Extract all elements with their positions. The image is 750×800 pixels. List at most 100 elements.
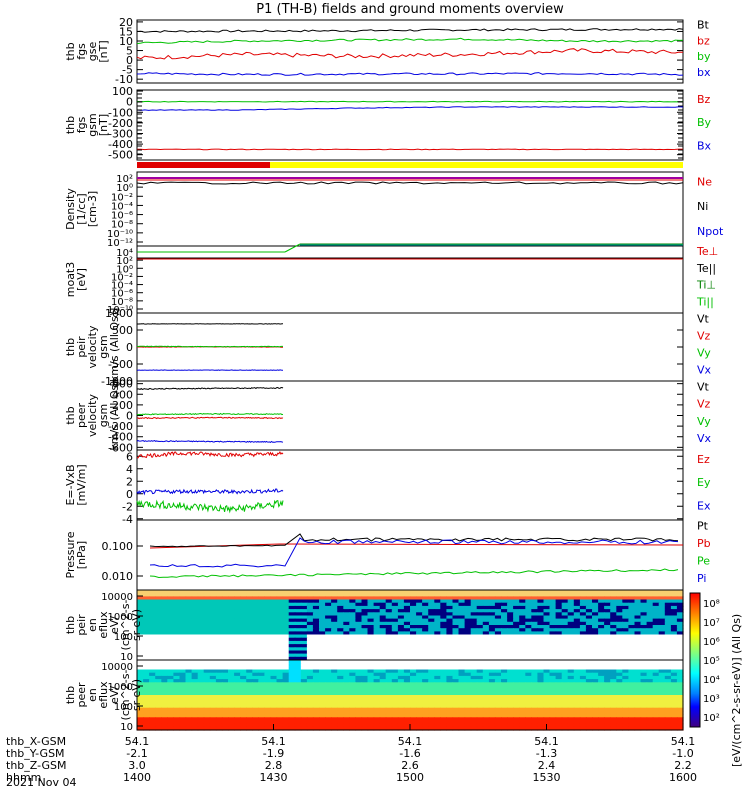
spectrogram-cell (288, 631, 296, 636)
spectrogram-cell (531, 593, 538, 597)
spectrogram-cell (294, 656, 302, 661)
spectrogram-cell (179, 682, 187, 687)
spectrogram-cell (373, 695, 381, 699)
spectrogram-cell (221, 653, 229, 658)
spectrogram-cell (294, 701, 302, 706)
spectrogram-cell (446, 656, 454, 661)
spectrogram-cell (300, 631, 308, 636)
spectrogram-cell (470, 631, 478, 636)
spectrogram-cell (306, 685, 314, 690)
spectrogram-cell (482, 666, 490, 671)
spectrogram-cell (197, 599, 205, 604)
spectrogram-cell (143, 644, 150, 648)
spectrogram-cell (573, 723, 581, 728)
spectrogram-cell (246, 593, 253, 597)
spectrogram-cell (422, 723, 429, 728)
spectrogram-cell (221, 691, 229, 696)
spectrogram-cell (161, 612, 168, 617)
spectrogram-cell (519, 698, 526, 702)
spectrogram-cell (234, 698, 241, 702)
spectrogram-cell (670, 653, 678, 658)
y-tick-label: 15 (119, 25, 133, 38)
spectrogram-cell (422, 615, 429, 620)
spectrogram-cell (137, 672, 144, 677)
spectrogram-cell (494, 685, 502, 690)
spectrogram-cell (664, 628, 672, 632)
spectrogram-cell (519, 605, 526, 610)
spectrogram-cell (592, 650, 599, 655)
spectrogram-cell (664, 669, 672, 674)
spectrogram-cell (488, 625, 496, 629)
spectrogram-cell (143, 631, 150, 636)
spectrogram-cell (592, 612, 599, 617)
spectrogram-cell (167, 707, 174, 712)
spectrogram-cell (676, 653, 684, 658)
spectrogram-cell (143, 599, 150, 604)
spectrogram-cell (143, 618, 150, 623)
spectrogram-cell (179, 679, 187, 683)
spectrogram-cell (173, 723, 181, 728)
spectrogram-cell (428, 698, 435, 702)
spectrogram-cell (434, 714, 441, 718)
spectrogram-cell (561, 663, 569, 667)
spectrogram-cell (646, 660, 654, 664)
spectrogram-cell (234, 599, 241, 604)
spectrogram-cell (531, 688, 538, 693)
y-axis-label-line: thb (64, 338, 77, 356)
spectrogram-cell (319, 602, 326, 607)
spectrogram-cell (325, 599, 332, 604)
spectrogram-cell (634, 714, 642, 718)
spectrogram-cell (640, 688, 648, 693)
spectrogram-cell (513, 628, 520, 632)
spectrogram-cell (215, 609, 223, 613)
spectrogram-cell (513, 599, 520, 604)
spectrogram-cell (325, 631, 332, 636)
y-tick-label: 10⁻⁶ (111, 289, 133, 300)
spectrogram-cell (209, 590, 217, 594)
spectrogram-cell (331, 675, 338, 680)
spectrogram-cell (482, 704, 490, 709)
spectrogram-cell (403, 695, 411, 699)
spectrogram-cell (585, 663, 593, 667)
spectrogram-cell (282, 612, 290, 617)
spectrogram-cell (300, 650, 308, 655)
spectrogram-cell (306, 602, 314, 607)
spectrogram-cell (446, 618, 454, 623)
spectrogram-cell (385, 647, 393, 652)
spectrogram-cell (276, 653, 284, 658)
spectrogram-cell (397, 650, 405, 655)
spectrogram-cell (579, 660, 587, 664)
spectrogram-cell (610, 640, 617, 645)
spectrogram-cell (525, 688, 532, 693)
spectrogram-cell (531, 640, 538, 645)
spectrogram-cell (640, 682, 648, 687)
spectrogram-cell (276, 679, 284, 683)
spectrogram-cell (221, 695, 229, 699)
spectrogram-cell (319, 669, 326, 674)
spectrogram-cell (410, 618, 417, 623)
spectrogram-cell (161, 707, 168, 712)
spectrogram-cell (652, 605, 660, 610)
spectrogram-cell (664, 612, 672, 617)
spectrogram-cell (610, 634, 617, 639)
spectrogram-cell (282, 695, 290, 699)
spectrogram-cell (300, 701, 308, 706)
spectrogram-cell (592, 647, 599, 652)
spectrogram-cell (306, 596, 314, 601)
spectrogram-cell (452, 650, 460, 655)
spectrogram-cell (191, 726, 199, 731)
spectrogram-cell (537, 615, 545, 620)
series-Bt-line (136, 28, 684, 33)
spectrogram-cell (373, 640, 381, 645)
spectrogram-cell (343, 679, 350, 683)
spectrogram-cell (252, 723, 259, 728)
spectrogram-cell (270, 644, 278, 648)
spectrogram-cell (592, 602, 599, 607)
spectrogram-cell (385, 663, 393, 667)
legend-entry: Vz (697, 398, 711, 411)
spectrogram-cell (664, 672, 672, 677)
spectrogram-cell (410, 628, 417, 632)
spectrogram-cell (537, 714, 545, 718)
y-axis-label-line: eflux (97, 681, 110, 709)
spectrogram-cell (191, 618, 199, 623)
